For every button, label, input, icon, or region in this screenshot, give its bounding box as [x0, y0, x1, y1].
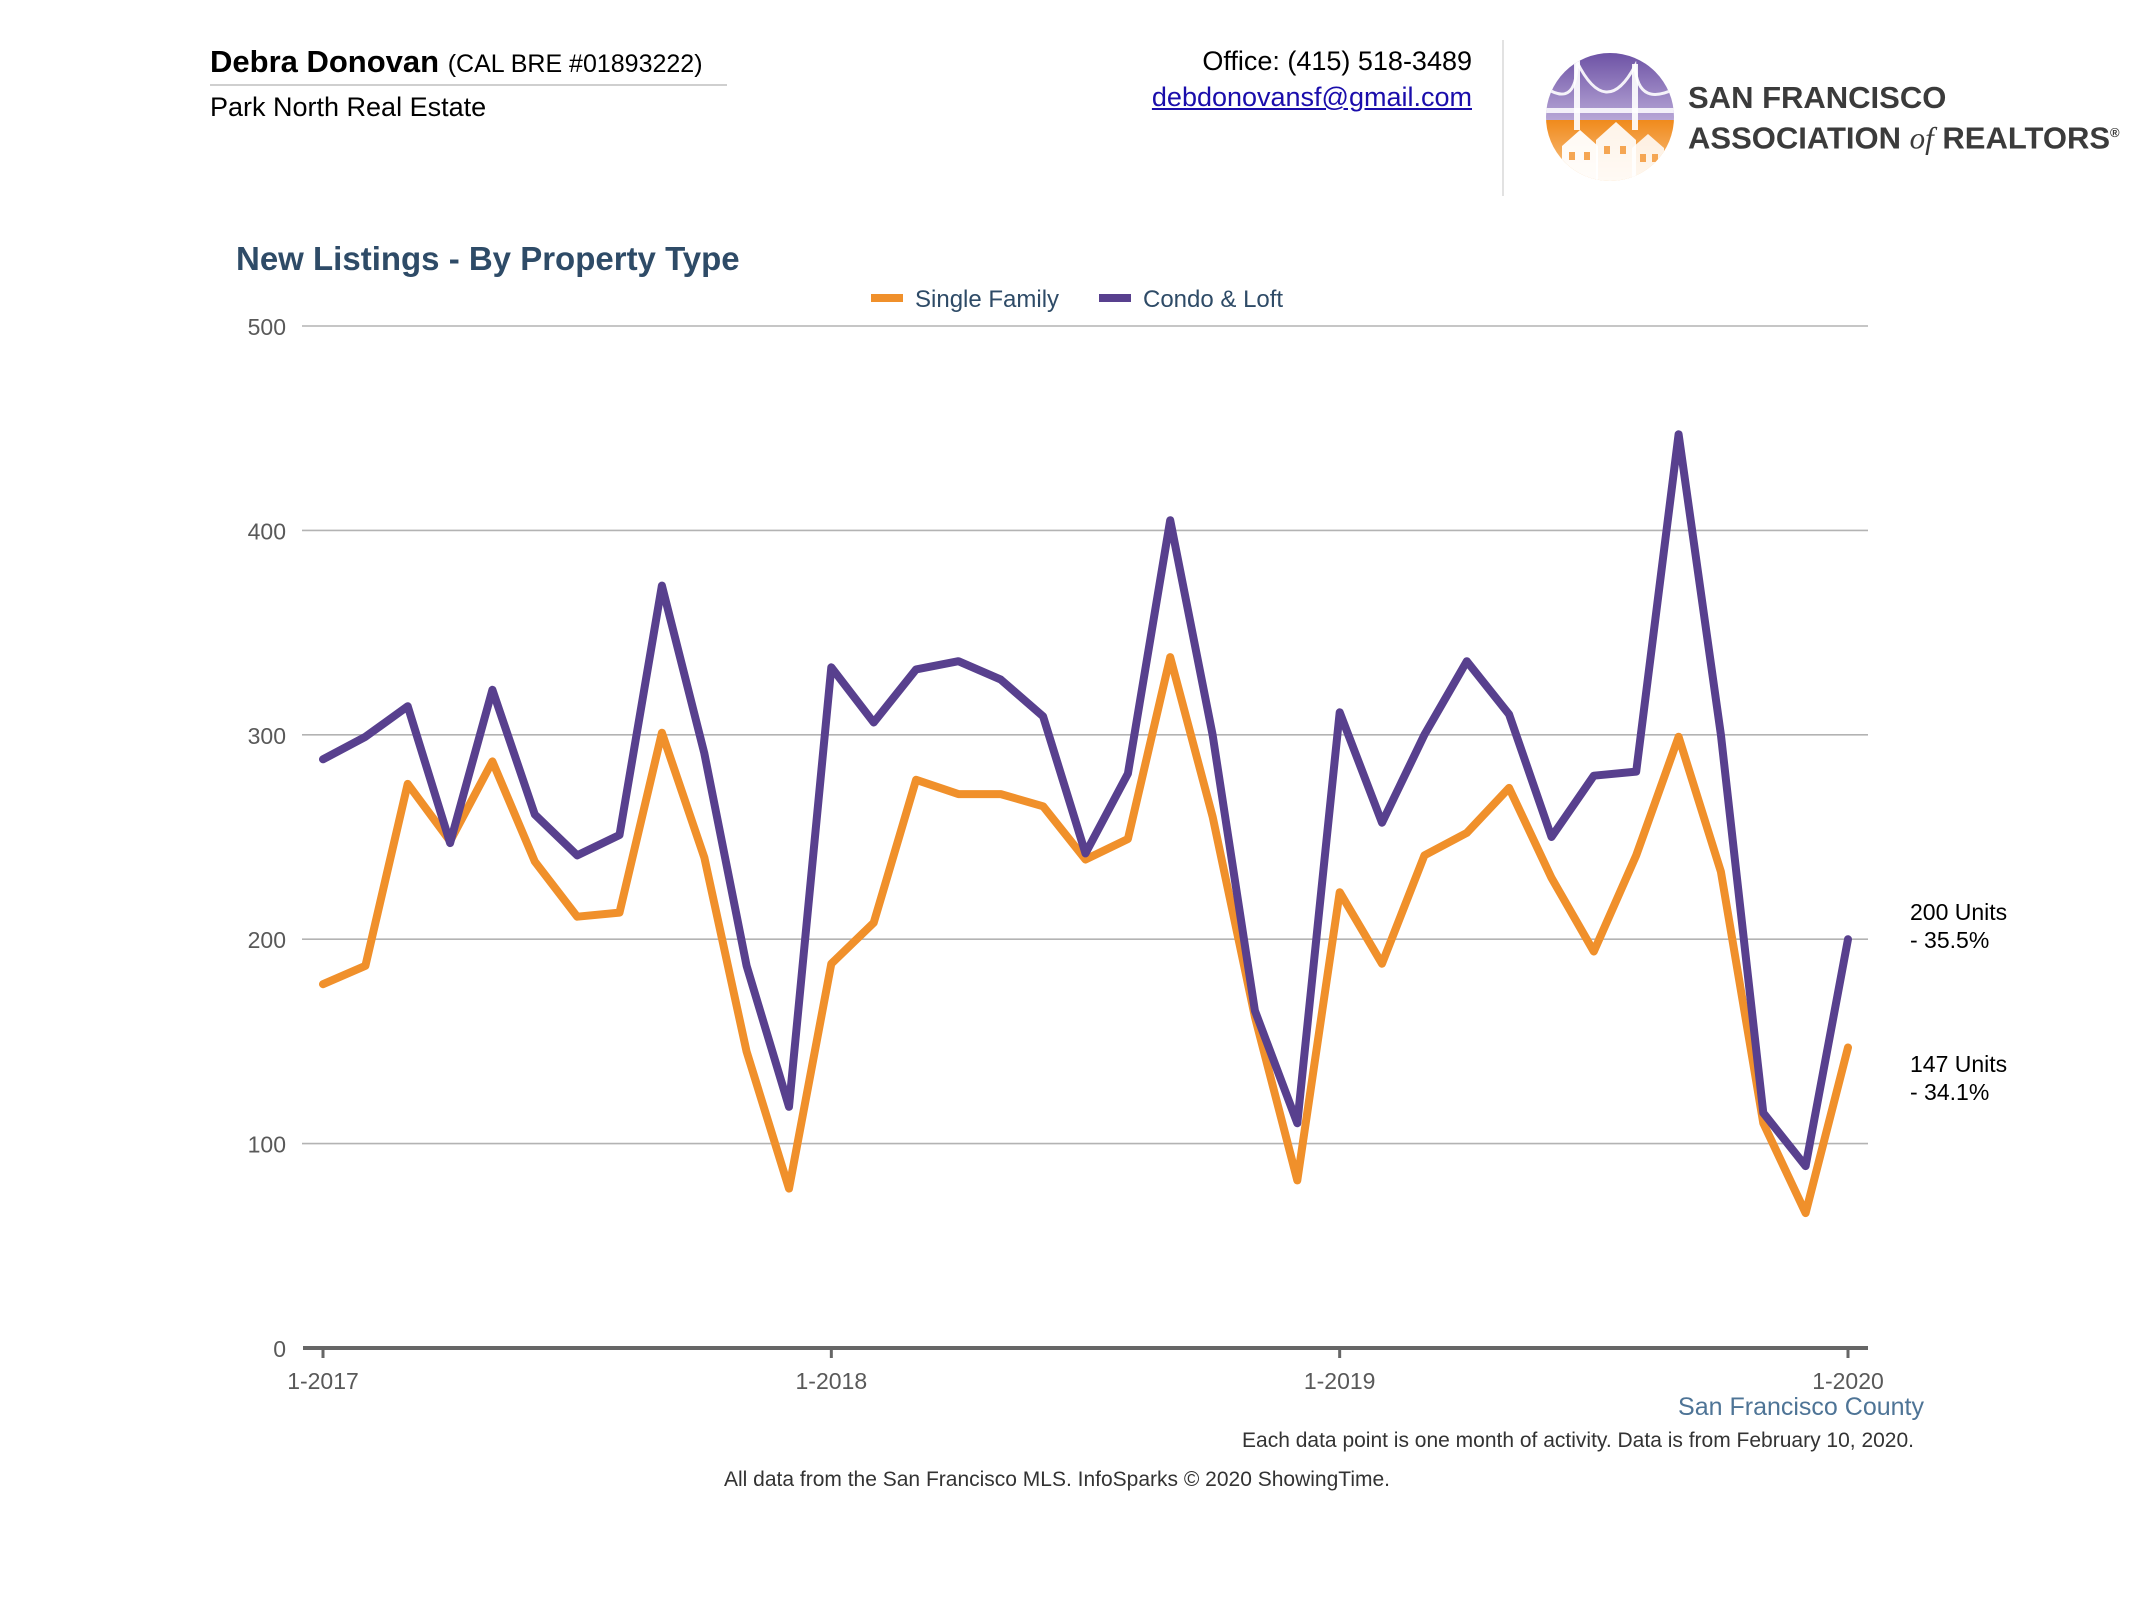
data-source: All data from the San Francisco MLS. Inf… [724, 1468, 1391, 1491]
annotation-units: 147 Units [1910, 1051, 2007, 1077]
agent-company: Park North Real Estate [210, 92, 487, 122]
agent-email-link[interactable]: debdonovansf@gmail.com [1151, 82, 1472, 112]
agent-license: (CAL BRE #01893222) [447, 50, 703, 78]
y-tick-label: 200 [248, 927, 286, 953]
gridlines [302, 325, 1868, 1145]
series-lines [319, 430, 1852, 1218]
agent-name-text: Debra Donovan [210, 44, 440, 79]
annotation-change: - 35.5% [1910, 927, 1989, 953]
series-line-condo-loft [319, 430, 1852, 1171]
series-line-single-family [319, 653, 1852, 1218]
association-line-2: ASSOCIATION of REALTORS® [1688, 115, 2120, 155]
region-label: San Francisco County [1678, 1393, 1924, 1421]
registered-mark: ® [2110, 125, 2120, 140]
y-tick-label: 500 [248, 314, 286, 340]
association-line-1: SAN FRANCISCO [1688, 80, 1947, 115]
agent-underline [210, 84, 727, 86]
golden-gate-bridge-logo-icon [1546, 53, 1674, 181]
x-tick-label: 1-2017 [287, 1368, 359, 1394]
chart-title: New Listings - By Property Type [236, 240, 740, 277]
x-tick-label: 1-2018 [796, 1368, 868, 1394]
association-of: of [1909, 120, 1934, 156]
y-tick-label: 300 [248, 723, 286, 749]
legend: Single Family Condo & Loft [871, 286, 1283, 313]
annotation-units: 200 Units [1910, 899, 2007, 925]
office-phone: Office: (415) 518-3489 [1202, 46, 1472, 76]
association-name: SAN FRANCISCO ASSOCIATION of REALTORS® [1688, 80, 2120, 155]
y-tick-label: 0 [273, 1336, 286, 1362]
header-divider [1502, 40, 1504, 196]
data-footnote: Each data point is one month of activity… [1242, 1429, 1914, 1452]
end-annotations: 200 Units- 35.5% 147 Units- 34.1% [1910, 899, 2007, 1105]
y-tick-label: 400 [248, 518, 286, 544]
legend-label-single-family: Single Family [915, 286, 1059, 313]
x-tick-label: 1-2020 [1812, 1368, 1884, 1394]
agent-name: Debra Donovan (CAL BRE #01893222) [210, 44, 703, 80]
association-word: ASSOCIATION [1688, 120, 1901, 156]
x-tick-label: 1-2019 [1304, 1368, 1376, 1394]
legend-label-condo-loft: Condo & Loft [1143, 286, 1283, 313]
annotation-change: - 34.1% [1910, 1079, 1989, 1105]
axes: 0 100 200 300 400 500 1-2017 1-2018 1-2019 1-2020 [248, 314, 1884, 1394]
association-realtors: REALTORS [1942, 120, 2111, 156]
y-tick-label: 100 [248, 1132, 286, 1158]
